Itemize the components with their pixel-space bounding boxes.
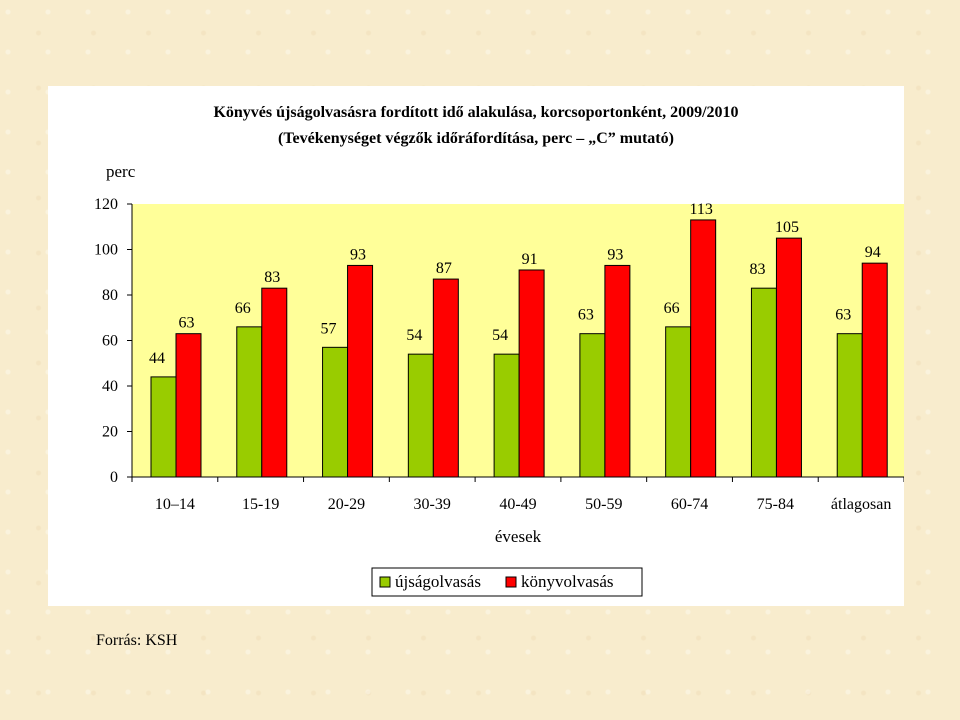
legend-label: könyvolvasás — [521, 572, 614, 591]
data-label: 93 — [350, 246, 366, 263]
x-tick-label: 10–14 — [155, 496, 195, 513]
bar-newspaper — [322, 346, 349, 478]
chart-panel: Könyvés újságolvasásra fordított idő ala… — [48, 86, 904, 606]
bar-newspaper — [836, 333, 863, 478]
x-tick-label: 75-84 — [757, 496, 794, 513]
data-label: 87 — [436, 260, 452, 277]
chart: Könyvés újságolvasásra fordított idő ala… — [94, 104, 904, 597]
x-tick-label: 30-39 — [414, 496, 451, 513]
data-label: 93 — [607, 246, 623, 263]
data-label: 91 — [522, 251, 538, 268]
bar-book — [861, 262, 888, 478]
legend-swatch-book — [505, 576, 517, 588]
chart-title: Könyvés újságolvasásra fordított idő ala… — [213, 104, 738, 121]
legend-box — [371, 567, 643, 597]
data-label: 54 — [492, 327, 508, 344]
data-label: 63 — [179, 315, 195, 332]
legend-label: újságolvasás — [395, 572, 481, 591]
data-label: 44 — [149, 350, 165, 367]
bar-book — [347, 264, 374, 478]
data-label: 83 — [264, 269, 280, 286]
y-tick-label: 100 — [94, 242, 118, 259]
data-label: 94 — [865, 244, 881, 261]
bar-book — [432, 278, 459, 478]
bar-book — [261, 287, 288, 478]
data-label: 57 — [321, 320, 337, 337]
y-tick-label: 120 — [94, 196, 118, 213]
y-tick-label: 80 — [102, 287, 118, 304]
data-label: 63 — [835, 307, 851, 324]
bar-book — [775, 237, 802, 478]
plot-area: 0 20 40 60 80 100 120 44 63 10–14 66 83 15-19 57 93 20-… — [94, 196, 904, 513]
y-tick-label: 40 — [102, 378, 118, 395]
data-label: 113 — [689, 201, 712, 218]
bar-newspaper — [579, 333, 606, 478]
y-tick-label: 0 — [110, 469, 118, 486]
legend: újságolvasás könyvolvasás — [371, 567, 643, 597]
data-label: 66 — [235, 300, 251, 317]
x-tick-label: átlagosan — [831, 496, 891, 513]
bar-book — [175, 333, 202, 478]
data-label: 63 — [578, 307, 594, 324]
y-axis-label: perc — [106, 162, 136, 181]
bar-newspaper — [150, 376, 177, 478]
data-label: 66 — [664, 300, 680, 317]
source-note: Forrás: KSH — [96, 632, 178, 649]
bar-newspaper — [493, 353, 520, 478]
y-tick-label: 60 — [102, 333, 118, 350]
x-tick-label: 40-49 — [499, 496, 536, 513]
chart-subtitle: (Tevékenységet végzők időráfordítása, pe… — [278, 130, 674, 147]
data-label: 105 — [775, 219, 799, 236]
bar-newspaper — [407, 353, 434, 478]
bar-newspaper — [236, 326, 263, 478]
x-tick-label: 50-59 — [585, 496, 622, 513]
x-tick-label: 20-29 — [328, 496, 365, 513]
bar-book — [604, 264, 631, 478]
x-tick-label: 15-19 — [242, 496, 279, 513]
bar-book — [690, 219, 717, 478]
bar-newspaper — [750, 287, 777, 478]
legend-swatch-newspaper — [379, 576, 391, 588]
y-tick-label: 20 — [102, 424, 118, 441]
data-label: 83 — [749, 261, 765, 278]
x-tick-label: 60-74 — [671, 496, 708, 513]
bar-newspaper — [665, 326, 692, 478]
x-axis-label: évesek — [495, 527, 542, 546]
bar-book — [518, 269, 545, 478]
data-label: 54 — [406, 327, 422, 344]
